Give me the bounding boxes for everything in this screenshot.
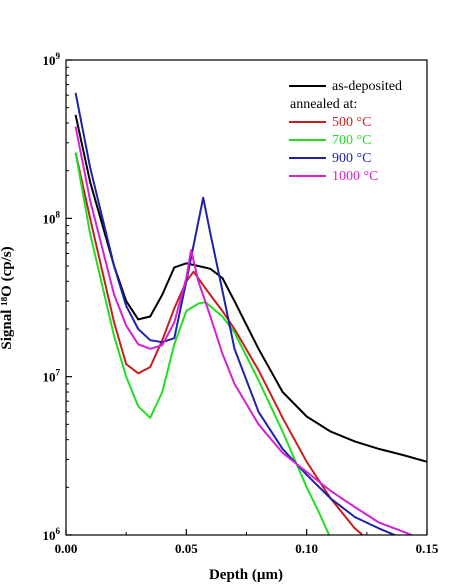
plot-frame [65,59,428,536]
y-tick-label: 108 [43,209,61,226]
x-tick-label: 0.15 [416,541,439,556]
series-line [74,126,415,535]
series-line [74,152,331,535]
x-tick-label: 0.05 [175,541,198,556]
legend-label: 900 °C [332,151,371,166]
x-tick-label: 0.00 [55,541,78,556]
series-layer [74,92,427,535]
series-line [74,152,365,535]
x-axis-title: Depth (µm) [209,567,283,583]
legend: as-deposited annealed at: 500 °C 700 °C 900 … [289,79,402,184]
legend-label: 500 °C [332,115,371,130]
ticks-layer: 0.00 0.05 0.10 0.15 106 107 108 109 [43,51,439,556]
y-tick-label: 109 [43,51,61,68]
legend-label: 700 °C [332,133,371,148]
legend-subtitle: annealed at: [290,97,357,112]
series-line [74,114,427,463]
y-tick-label: 107 [43,368,61,385]
x-tick-label: 0.10 [295,541,318,556]
legend-label: 1000 °C [332,169,378,184]
y-axis-title: Signal ¹⁸O (cp/s) [0,246,15,349]
series-line [74,92,398,535]
y-tick-label: 106 [43,526,61,543]
legend-label: as-deposited [332,79,402,94]
